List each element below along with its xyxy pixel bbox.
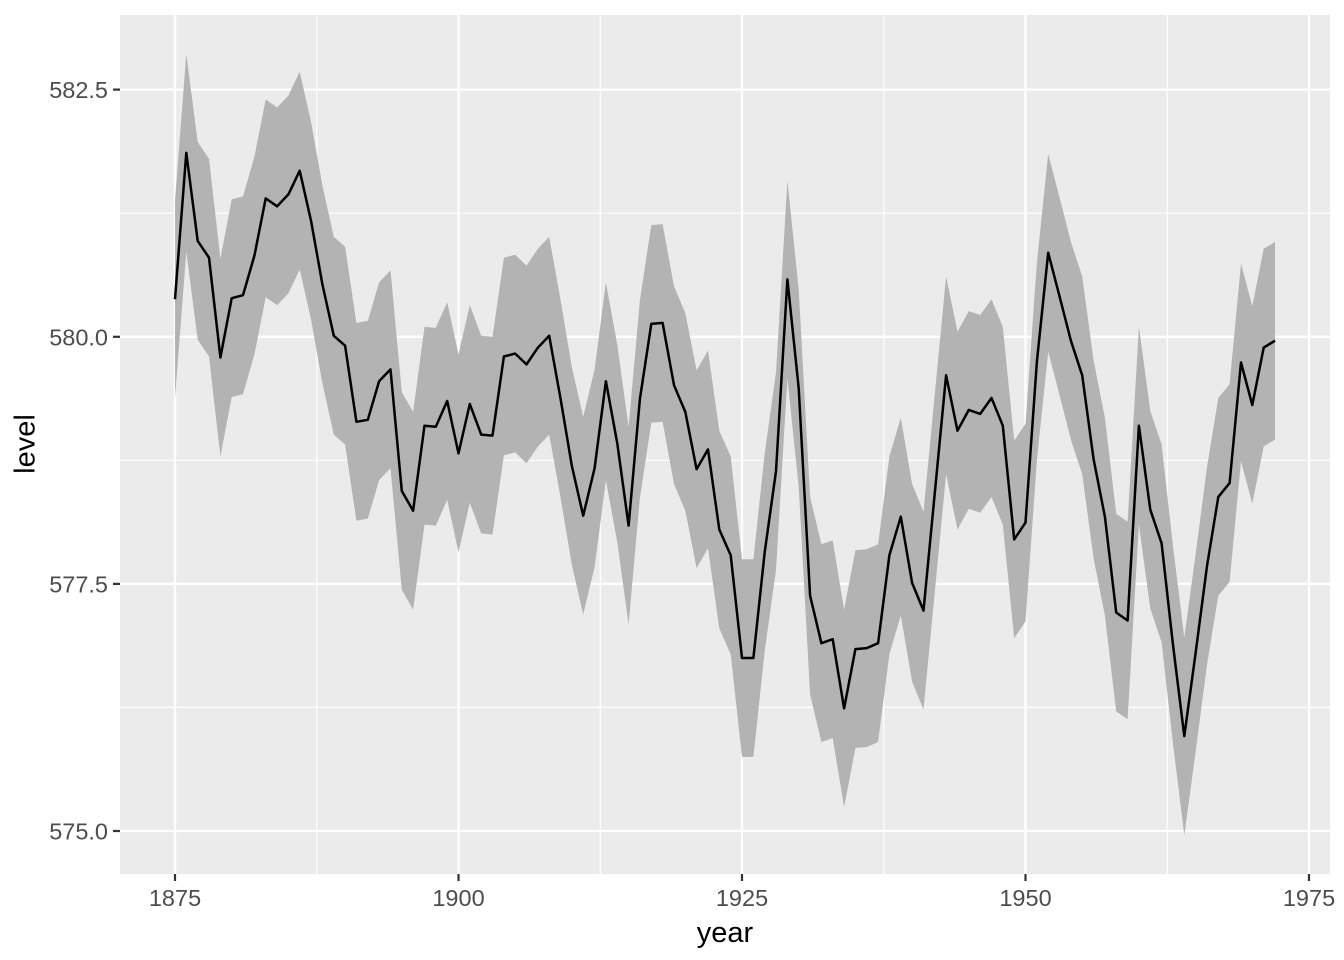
x-tick-label: 1950	[999, 885, 1051, 911]
y-axis-title: level	[9, 414, 42, 474]
level-line	[173, 151, 1276, 738]
x-tick-label: 1875	[149, 885, 201, 911]
x-axis-title: year	[696, 917, 754, 949]
y-tick-label: 582.5	[49, 77, 108, 103]
y-tick-label: 575.0	[49, 819, 108, 845]
y-tick-label: 577.5	[49, 571, 108, 597]
x-tick-label: 1975	[1283, 885, 1335, 911]
x-tick-label: 1925	[716, 885, 768, 911]
x-tick-label: 1900	[432, 885, 484, 911]
confidence-ribbon	[175, 54, 1275, 835]
y-tick-label: 580.0	[49, 324, 108, 350]
